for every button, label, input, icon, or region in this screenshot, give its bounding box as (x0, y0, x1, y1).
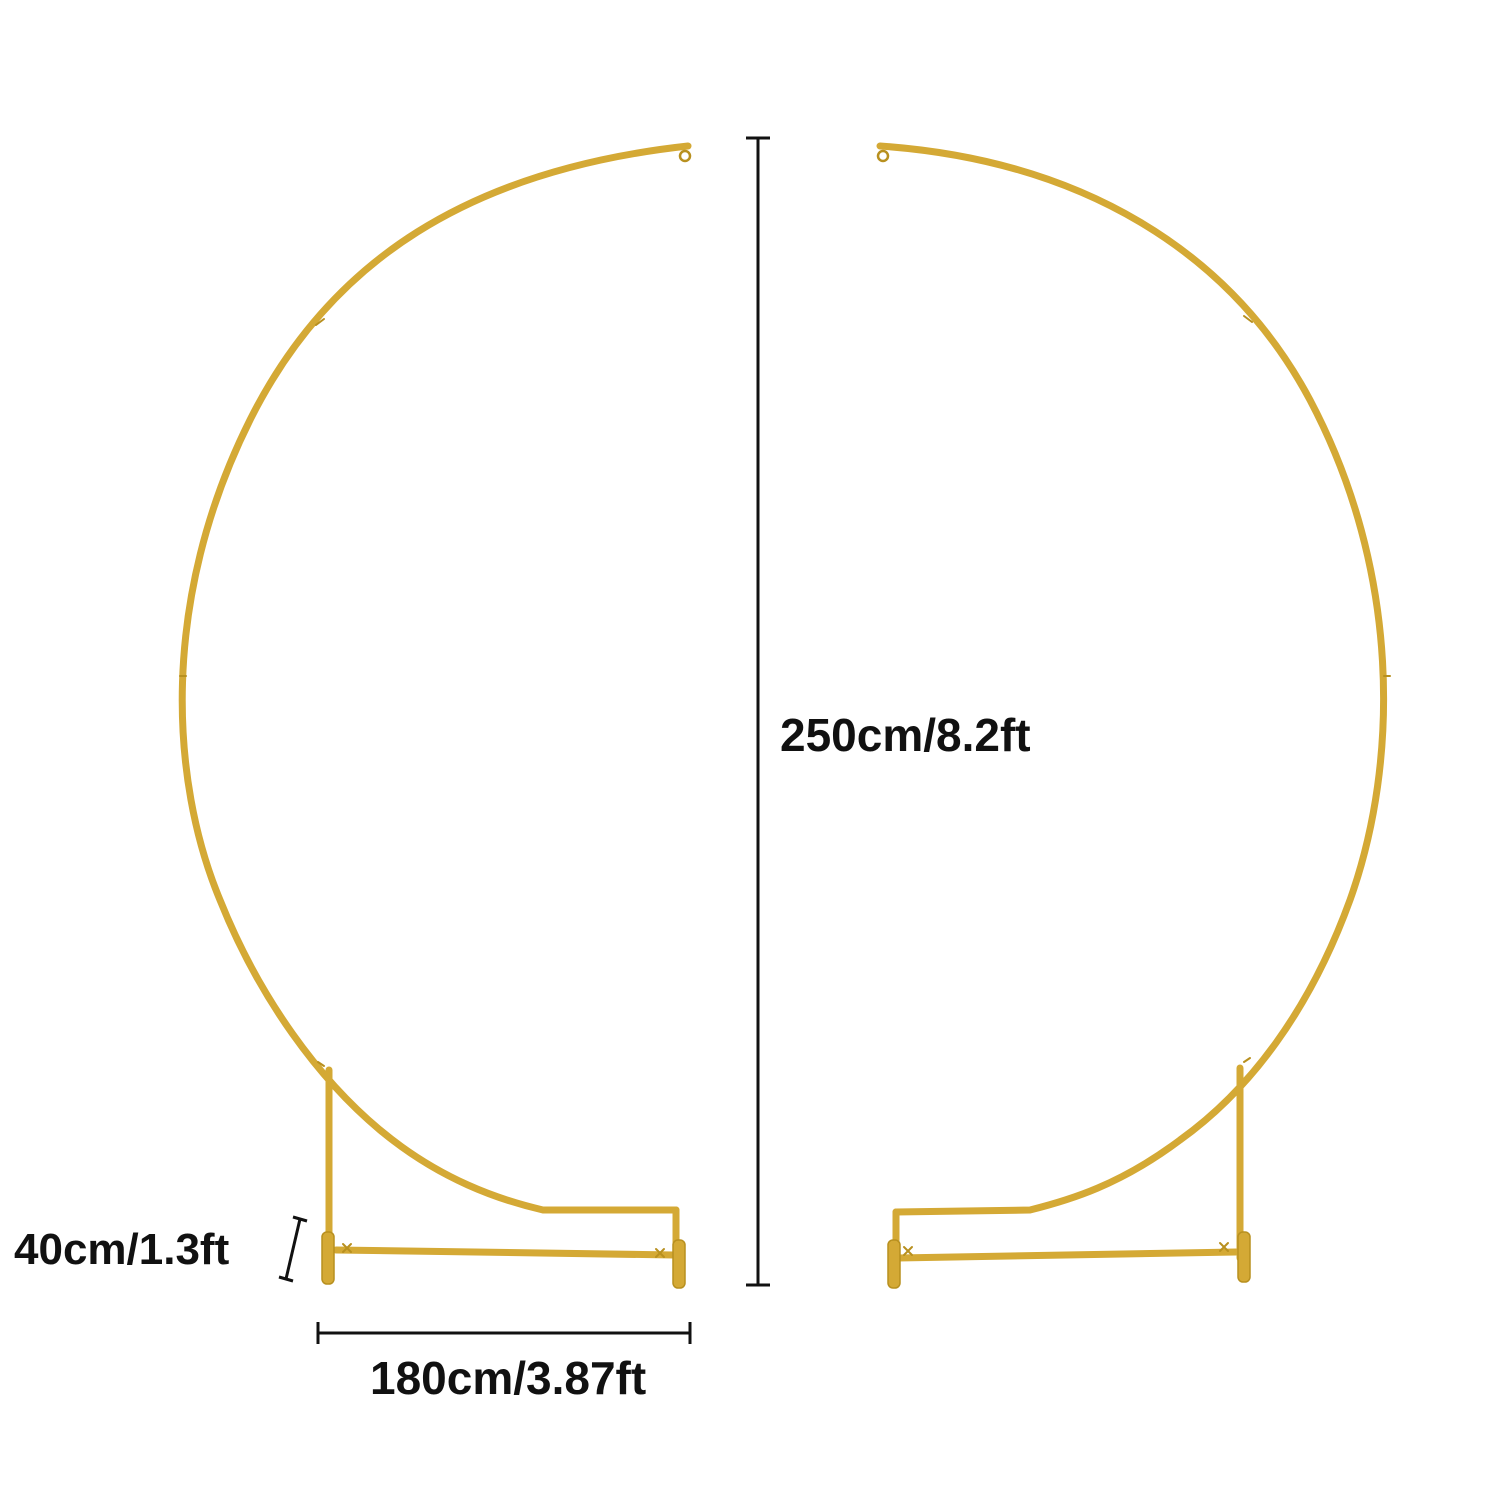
width-dimension-label: 180cm/3.87ft (370, 1352, 647, 1404)
depth-dimension (278, 1215, 308, 1283)
depth-dimension-line (284, 1218, 302, 1280)
left-arc-end-ring (678, 149, 692, 163)
depth-dimension-cap-bottom (278, 1275, 294, 1283)
right-foot (1237, 1231, 1251, 1283)
left-arc-joint (315, 318, 325, 326)
left-base-bar (332, 1246, 678, 1259)
width-dimension (316, 1322, 692, 1344)
right-base-clip (1219, 1242, 1229, 1252)
right-half-arch (876, 142, 1391, 1289)
right-arc-joint (1243, 1057, 1251, 1063)
right-arc-joint (1243, 315, 1253, 323)
right-base-bar (894, 1248, 1240, 1262)
depth-dimension-label: 40cm/1.3ft (14, 1225, 230, 1274)
height-dimension (746, 136, 770, 1287)
right-arc-end-ring (876, 149, 890, 163)
depth-dimension-cap-top (292, 1215, 308, 1223)
left-arc-tube (178, 142, 692, 1214)
right-base-clip (903, 1246, 913, 1256)
right-foot (887, 1239, 901, 1289)
left-foot (672, 1239, 686, 1289)
left-base-clip (342, 1243, 352, 1253)
right-arc-tube (876, 142, 1388, 1216)
left-foot (321, 1231, 335, 1285)
left-arc-joint (317, 1061, 325, 1067)
left-half-arch (178, 142, 692, 1289)
height-dimension-label: 250cm/8.2ft (780, 709, 1031, 761)
left-base-clip (655, 1248, 665, 1258)
